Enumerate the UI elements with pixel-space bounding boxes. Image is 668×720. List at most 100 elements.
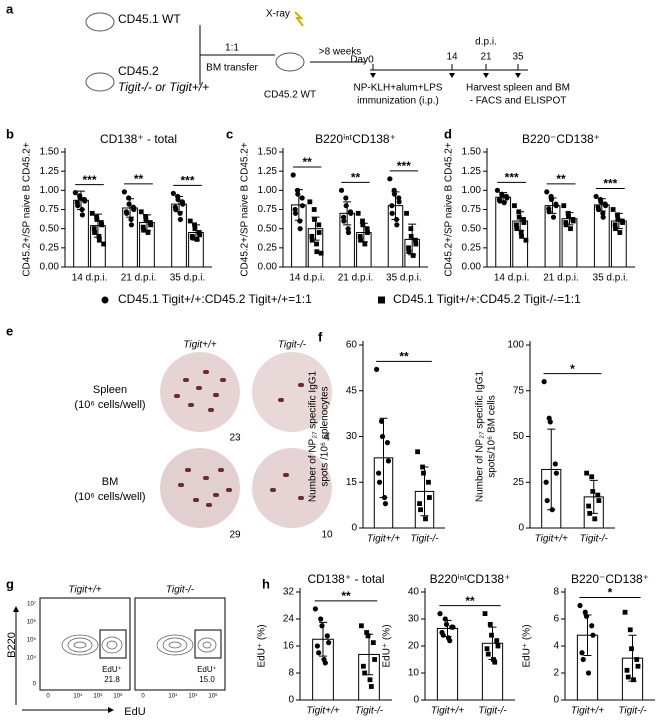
significance-label: *** — [603, 177, 617, 191]
data-point — [494, 187, 501, 193]
data-point — [494, 638, 500, 643]
data-point — [148, 222, 154, 228]
data-point — [391, 191, 398, 197]
y-tick-label: 1.50 — [462, 147, 482, 158]
data-point — [375, 470, 382, 476]
data-point — [311, 207, 317, 212]
gate-value: 15.0 — [199, 675, 215, 684]
xray-icon — [294, 11, 304, 27]
data-point — [484, 646, 490, 652]
data-point — [544, 497, 550, 504]
bar — [495, 196, 512, 268]
tick-label: 10⁶ — [27, 619, 37, 626]
x-tick-label: Tigit-/- — [580, 534, 609, 545]
y-axis-label: EdU⁺ (%) — [522, 624, 533, 667]
data-point — [295, 191, 301, 197]
data-point — [341, 218, 347, 224]
y-tick-label: 0.25 — [40, 242, 60, 253]
panel-letter: b — [6, 126, 14, 141]
count: 23 — [229, 433, 241, 444]
y-tick-label: 1.00 — [258, 185, 278, 196]
significance-label: * — [608, 586, 613, 600]
data-point — [590, 632, 596, 638]
gate-label: EdU⁺ — [197, 665, 217, 674]
data-point — [338, 187, 345, 193]
data-point — [101, 241, 107, 247]
data-point — [299, 195, 305, 201]
data-point — [358, 237, 363, 243]
y-axis-label: Number of NP₂₇ specific IgG1 — [475, 370, 486, 502]
y-tick-label: 0.50 — [462, 223, 482, 234]
data-point — [316, 650, 322, 656]
x-tick-label: 35 d.p.i. — [386, 273, 422, 284]
column-label: Tigit-/- — [278, 340, 307, 351]
x-tick-label: Tigit-/- — [478, 706, 507, 717]
x-tick-label: 35 d.p.i. — [170, 273, 206, 284]
data-point — [343, 203, 349, 209]
x-tick-label: 35 d.p.i. — [593, 273, 629, 284]
data-point — [362, 670, 368, 676]
data-point — [126, 201, 132, 207]
significance-label: ** — [351, 171, 361, 185]
label: Day0 — [350, 55, 374, 66]
data-point — [501, 200, 507, 206]
y-tick-label: 30 — [346, 431, 358, 442]
y-tick-label: 1.25 — [40, 166, 60, 177]
legend-label: CD45.1 Tigit+/+:CD45.2 Tigit+/+=1:1 — [118, 292, 312, 306]
x-tick-label: 14 d.p.i. — [72, 273, 108, 284]
data-point — [175, 196, 181, 203]
data-point — [489, 632, 494, 638]
significance-label: *** — [82, 173, 96, 187]
y-tick-label: 0 — [518, 523, 524, 534]
y-tick-label: 75 — [513, 385, 525, 396]
count: 10 — [321, 530, 333, 541]
data-point — [622, 609, 628, 615]
data-point — [140, 224, 146, 230]
significance-label: *** — [180, 174, 194, 188]
data-point — [620, 220, 625, 225]
data-point — [77, 195, 83, 201]
data-point — [72, 190, 78, 196]
data-point — [382, 501, 389, 507]
data-point — [396, 199, 402, 205]
y-tick-label: 4 — [553, 641, 559, 652]
significance-label: ** — [556, 172, 566, 186]
data-point — [600, 214, 606, 220]
panel-letter: g — [6, 576, 14, 591]
x-tick-label: Tigit+/+ — [571, 706, 604, 717]
data-point — [518, 230, 524, 235]
data-point — [91, 226, 97, 232]
y-tick-label: 0 — [413, 695, 419, 706]
data-point — [314, 249, 320, 255]
data-point — [326, 640, 332, 646]
data-point — [587, 510, 593, 516]
data-point — [141, 227, 147, 233]
label: X-ray — [266, 9, 290, 20]
data-point — [389, 210, 395, 216]
tick-label: 10⁵ — [93, 693, 103, 700]
x-tick-label: Tigit-/- — [618, 706, 647, 717]
gate-label: EdU⁺ — [102, 665, 122, 674]
data-point — [612, 222, 618, 228]
data-point — [406, 245, 411, 251]
data-point — [370, 640, 376, 646]
connector — [199, 25, 275, 85]
data-point — [318, 616, 324, 622]
data-point — [82, 198, 88, 204]
data-point — [128, 222, 134, 228]
data-point — [586, 503, 592, 509]
tick-label: 10⁴ — [168, 693, 178, 700]
tick-label: 10⁴ — [27, 655, 37, 662]
x-tick-label: Tigit-/- — [355, 706, 384, 717]
plot-frame — [39, 597, 131, 691]
y-tick-label: 0.25 — [462, 242, 482, 253]
x-tick-label: Tigit-/- — [410, 534, 439, 545]
data-point — [360, 218, 365, 224]
tick-label: 10⁶ — [113, 693, 123, 700]
data-point — [521, 217, 526, 222]
y-tick-label: 45 — [346, 385, 358, 396]
data-point — [566, 214, 571, 219]
y-axis-label: EdU⁺ (%) — [382, 624, 393, 667]
y-tick-label: 10 — [408, 668, 420, 679]
data-point — [357, 233, 363, 239]
